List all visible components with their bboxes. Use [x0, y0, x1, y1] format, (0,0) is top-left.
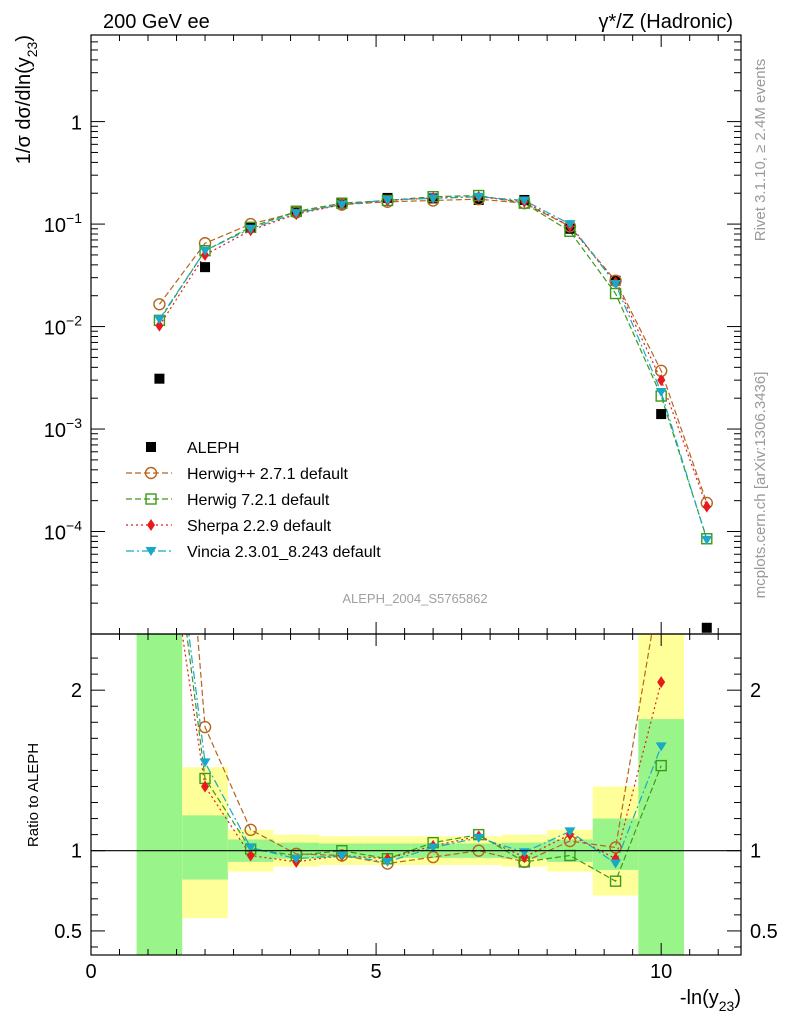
main-series-lines: [158, 194, 708, 540]
legend-marker: [147, 519, 155, 531]
ratio-band-green: [182, 815, 228, 880]
x-tick-label: 10: [650, 961, 672, 983]
ratio-band-green: [136, 634, 183, 955]
ratio-data-point: [657, 676, 666, 689]
ratio-data-point: [427, 843, 439, 853]
mcplots-label: mcplots.cern.ch [arXiv:1306.3436]: [752, 372, 769, 599]
ratio-y-tick-label-right: 1: [750, 841, 761, 863]
ratio-data-point: [381, 857, 393, 867]
main-y-axis-title: 1/σ dσ/dln(y23): [13, 35, 40, 164]
main-data-point: [199, 246, 211, 256]
ratio-series-lines: [181, 634, 662, 883]
main-y-tick-label: 10−2: [44, 313, 82, 340]
ratio-series-line: [188, 634, 662, 865]
ratio-data-point: [154, 397, 165, 406]
ratio-y-tick-label: 0.5: [54, 921, 82, 943]
main-data-point: [290, 209, 302, 219]
main-data-point: [518, 196, 530, 206]
ratio-data-point: [244, 823, 257, 837]
main-series-line: [158, 194, 708, 539]
plot-frames: [90, 34, 742, 956]
main-data-point: [154, 373, 165, 384]
main-y-tick-label: 1: [71, 113, 82, 135]
ratio-data-point: [473, 833, 485, 843]
x-tick-label: 0: [85, 961, 96, 983]
main-data-point: [155, 319, 164, 332]
header-left-label: 200 GeV ee: [103, 11, 210, 33]
legend-marker: [145, 493, 157, 505]
ratio-series-line: [181, 634, 662, 863]
ratio-data-point: [198, 720, 212, 734]
ratio-data-point: [154, 155, 165, 166]
axis-ticks: [90, 34, 741, 955]
main-series-markers: [153, 189, 713, 633]
main-y-tick-label: 10−3: [44, 415, 82, 442]
main-data-point: [702, 500, 711, 513]
analysis-id-label: ALEPH_2004_S5765862: [342, 591, 487, 606]
legend-label: Herwig++ 2.7.1 default: [187, 466, 349, 483]
legend-marker: [144, 466, 158, 480]
legend-label: Herwig 7.2.1 default: [187, 492, 330, 509]
ratio-data-point: [564, 827, 576, 837]
ratio-data-point: [154, 412, 164, 422]
ratio-data-point: [246, 849, 255, 862]
ratio-band-green: [638, 719, 684, 955]
ratio-data-point: [199, 758, 211, 768]
ratio-series-line: [196, 634, 653, 865]
main-series-line: [158, 196, 708, 507]
legend-marker: [145, 547, 157, 556]
main-data-point: [473, 192, 485, 202]
main-data-point: [200, 262, 211, 273]
x-axis-title: -ln(y23): [680, 987, 741, 1014]
main-data-point: [656, 409, 667, 420]
header-right-label: γ*/Z (Hadronic): [599, 11, 733, 33]
ratio-uncertainty-bands: [136, 634, 684, 955]
ratio-series-markers: [154, 155, 667, 887]
main-data-point: [657, 374, 666, 387]
ratio-data-point: [245, 843, 257, 853]
ratio-y-tick-label: 1: [71, 841, 82, 863]
ratio-data-point: [656, 572, 667, 583]
ratio-data-point: [610, 859, 622, 869]
main-y-tick-label: 10−4: [44, 518, 82, 545]
main-y-tick-label: 10−1: [44, 210, 82, 237]
ratio-y-tick-label-right: 0.5: [750, 921, 778, 943]
main-data-point: [610, 280, 622, 290]
ratio-data-point: [655, 742, 667, 752]
main-series-line: [158, 196, 708, 540]
ratio-series-line: [186, 634, 662, 883]
main-data-point: [701, 622, 712, 633]
rivet-version-label: Rivet 3.1.10, ≥ 2.4M events: [752, 59, 769, 242]
legend-label: Sherpa 2.2.9 default: [187, 518, 332, 535]
legend-label: ALEPH: [187, 440, 239, 457]
main-data-point: [245, 224, 257, 234]
main-data-point: [427, 194, 439, 204]
ratio-data-point: [655, 759, 667, 772]
ratio-plot-frame: [90, 633, 742, 956]
ratio-data-point: [155, 476, 163, 488]
ratio-y-tick-label: 2: [71, 680, 82, 702]
legend-marker: [146, 442, 156, 452]
main-data-point: [336, 200, 348, 210]
legend-label: Vincia 2.3.01_8.243 default: [187, 544, 381, 561]
main-data-point: [655, 387, 667, 397]
main-data-point: [153, 315, 165, 325]
ratio-data-point: [290, 854, 302, 864]
ratio-data-point: [201, 780, 210, 793]
main-series-line: [158, 198, 708, 504]
main-data-point: [153, 298, 166, 311]
x-tick-label: 5: [371, 961, 382, 983]
ratio-data-point: [336, 851, 348, 861]
main-data-point: [381, 195, 393, 205]
main-data-point: [564, 220, 576, 230]
ratio-data-point: [609, 875, 622, 887]
main-data-point: [701, 535, 713, 545]
ratio-y-axis-title: Ratio to ALEPH: [25, 743, 42, 847]
legend: ALEPH Herwig++ 2.7.1 default Herwig 7.2.1 …: [126, 440, 381, 561]
ratio-y-tick-label-right: 2: [750, 680, 761, 702]
